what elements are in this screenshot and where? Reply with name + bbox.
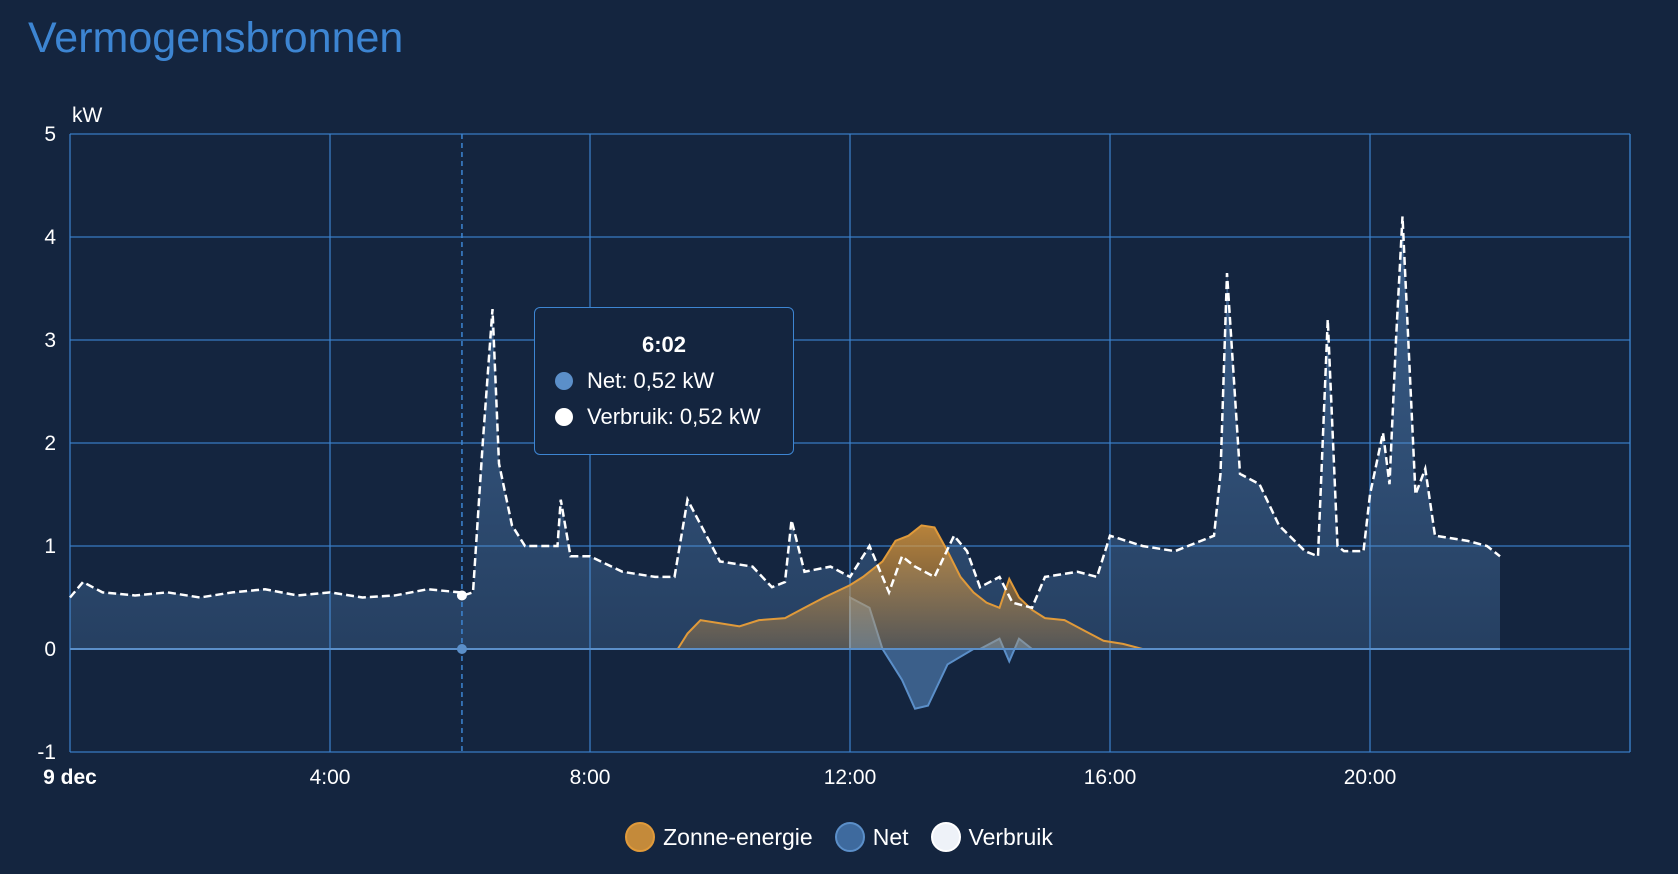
crosshair-point-consumption xyxy=(456,590,467,601)
net-swatch-icon xyxy=(834,822,865,852)
x-tick-label: 16:00 xyxy=(1084,766,1137,789)
solar-swatch-icon xyxy=(625,822,656,852)
chart-legend: Zonne-energie Net Verbruik xyxy=(0,822,1678,852)
legend-label: Zonne-energie xyxy=(663,823,813,850)
net-area xyxy=(70,216,1500,649)
legend-label: Verbruik xyxy=(968,823,1053,850)
y-axis-unit: kW xyxy=(72,104,103,127)
tooltip-consumption-value: Verbruik: 0,52 kW xyxy=(587,404,761,429)
legend-item-consumption[interactable]: Verbruik xyxy=(930,822,1053,852)
y-tick-label: 4 xyxy=(44,226,56,249)
legend-item-net[interactable]: Net xyxy=(834,822,909,852)
chart-tooltip: 6:02 Net: 0,52 kW Verbruik: 0,52 kW xyxy=(534,307,794,455)
y-tick-label: 1 xyxy=(44,535,56,558)
y-tick-label: 5 xyxy=(44,123,56,146)
axis-labels: 5 4 3 2 1 0 -19 dec 4:00 8:00 12:00 16:00 20:00 kW xyxy=(37,104,1396,789)
tooltip-row-net: Net: 0,52 kW xyxy=(555,368,714,394)
y-tick-label: -1 xyxy=(37,741,56,764)
x-tick-label: 8:00 xyxy=(570,766,611,789)
crosshair-point-zero xyxy=(456,644,467,654)
tooltip-time: 6:02 xyxy=(641,332,687,357)
net-dot-icon xyxy=(555,372,573,390)
page-title: Vermogensbronnen xyxy=(28,14,404,62)
y-tick-label: 0 xyxy=(44,638,56,661)
y-tick-label: 3 xyxy=(44,329,56,352)
y-tick-label: 2 xyxy=(44,432,56,455)
consumption-dot-icon xyxy=(555,408,573,426)
tooltip-row-consumption: Verbruik: 0,52 kW xyxy=(555,404,761,430)
legend-label: Net xyxy=(872,823,909,850)
solar-line xyxy=(676,524,1143,650)
x-tick-label: 20:00 xyxy=(1344,766,1397,789)
series-areas xyxy=(70,216,1500,710)
legend-item-solar[interactable]: Zonne-energie xyxy=(625,822,813,852)
x-tick-label: 4:00 xyxy=(310,766,351,789)
consumption-swatch-icon xyxy=(930,822,961,852)
x-tick-label: 9 dec xyxy=(43,766,97,789)
crosshair xyxy=(456,134,467,752)
solar-area xyxy=(677,525,1143,649)
x-tick-label: 12:00 xyxy=(824,766,877,789)
tooltip-net-value: Net: 0,52 kW xyxy=(587,368,715,393)
